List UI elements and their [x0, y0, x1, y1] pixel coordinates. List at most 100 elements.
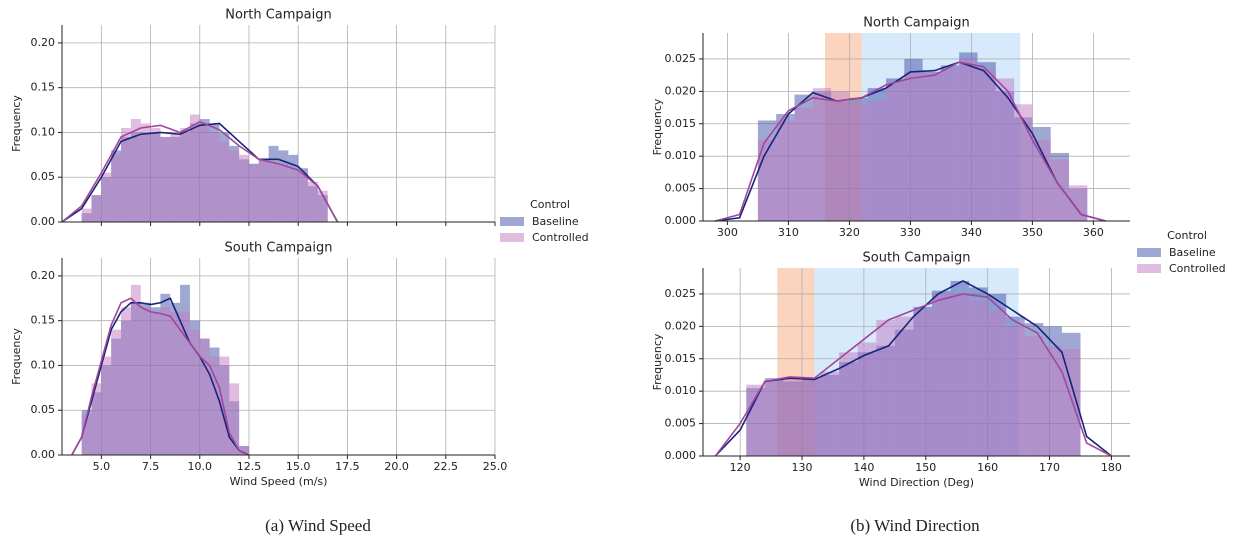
histogram-bar: [130, 119, 141, 222]
x-tick-label: 15.0: [286, 460, 311, 473]
histogram-bar: [959, 58, 978, 222]
caption: (a) Wind Speed: [265, 516, 371, 535]
histogram-bar: [81, 414, 92, 455]
histogram-bar: [140, 123, 151, 222]
histogram-bar: [317, 190, 328, 222]
y-tick-label: 0.05: [31, 170, 56, 183]
y-tick-label: 0.005: [665, 417, 697, 430]
histogram-bar: [894, 316, 914, 456]
histogram-bar: [876, 319, 895, 456]
y-tick-label: 0.000: [665, 214, 697, 227]
legend-title: Control: [1167, 229, 1207, 242]
histogram-bar: [229, 383, 240, 455]
histogram-bar: [857, 342, 877, 456]
histogram-bar: [298, 172, 309, 222]
kde-line: [714, 61, 1106, 222]
histogram-bar: [160, 307, 171, 455]
histogram-bar: [987, 310, 1007, 456]
histogram-bar: [950, 293, 970, 456]
x-tick-label: 300: [717, 226, 738, 239]
histogram-bar: [940, 68, 960, 221]
x-tick-label: 5.0: [93, 460, 111, 473]
histogram-bar: [886, 81, 905, 221]
histogram-bar: [170, 311, 181, 455]
histogram-bar: [111, 154, 122, 222]
y-axis-label: Frequency: [10, 328, 23, 385]
x-tick-label: 120: [730, 461, 751, 474]
histogram-bar: [831, 91, 850, 222]
histogram-bar: [101, 356, 112, 455]
histogram-bar: [219, 141, 230, 222]
x-tick-label: 340: [961, 226, 982, 239]
histogram-bar: [1024, 336, 1044, 456]
histogram-bar: [977, 68, 996, 221]
x-axis-label: Wind Speed (m/s): [230, 475, 328, 488]
histogram-bar: [913, 310, 932, 456]
legend-swatch: [1137, 264, 1161, 273]
x-tick-label: 180: [1101, 461, 1122, 474]
kde-line: [61, 122, 339, 223]
legend-title: Control: [530, 198, 570, 211]
y-axis-label: Frequency: [651, 98, 664, 155]
histogram-bar: [209, 132, 220, 222]
kde-line: [71, 297, 250, 456]
x-tick-label: 150: [915, 461, 936, 474]
histogram-bar: [219, 356, 230, 455]
x-tick-label: 140: [853, 461, 874, 474]
histogram-bar: [111, 329, 122, 455]
kde-line: [714, 293, 1112, 457]
x-tick-label: 17.5: [335, 460, 360, 473]
legend-label: Controlled: [532, 231, 589, 244]
histogram-bar: [1043, 345, 1062, 456]
subplot-title: North Campaign: [225, 8, 332, 23]
legend-swatch: [1137, 248, 1161, 257]
histogram-bar: [180, 311, 190, 455]
histogram-bar: [91, 195, 102, 222]
y-tick-label: 0.005: [665, 182, 697, 195]
histogram-bar: [229, 150, 240, 222]
x-axis-label: Wind Direction (Deg): [859, 476, 974, 489]
histogram-bar: [922, 71, 941, 222]
legend-swatch: [500, 233, 524, 242]
y-tick-label: 0.15: [31, 81, 56, 94]
y-tick-label: 0.00: [31, 215, 56, 228]
histogram-bar: [189, 114, 200, 222]
x-tick-label: 22.5: [434, 460, 459, 473]
x-tick-label: 25.0: [483, 460, 508, 473]
kde-line: [71, 297, 250, 456]
subplot-title: South Campaign: [225, 241, 333, 256]
histogram-bar: [849, 104, 868, 221]
y-tick-label: 0.010: [665, 384, 697, 397]
x-tick-label: 10.0: [188, 460, 213, 473]
histogram-bar: [1050, 159, 1069, 221]
histogram-bar: [812, 88, 832, 221]
histogram-bar: [130, 284, 141, 455]
histogram-bar: [81, 208, 92, 222]
subplot-title: South Campaign: [863, 251, 971, 266]
y-tick-label: 0.020: [665, 84, 697, 97]
y-tick-label: 0.05: [31, 403, 56, 416]
histogram-bar: [794, 107, 813, 221]
y-tick-label: 0.000: [665, 449, 697, 462]
caption: (b) Wind Direction: [850, 516, 980, 535]
y-tick-label: 0.00: [31, 448, 56, 461]
histogram-bar: [199, 123, 210, 222]
kde-line: [715, 61, 1106, 222]
y-axis-label: Frequency: [10, 95, 23, 152]
kde-line: [61, 120, 339, 223]
y-tick-label: 0.20: [31, 36, 56, 49]
histogram-bar: [746, 384, 765, 456]
histogram-bar: [121, 127, 131, 222]
y-tick-label: 0.020: [665, 319, 697, 332]
histogram-bar: [150, 127, 161, 222]
histogram-bar: [783, 378, 803, 456]
histogram-bar: [904, 71, 923, 222]
histogram-bar: [121, 307, 131, 455]
histogram-bar: [764, 381, 784, 456]
y-tick-label: 0.10: [31, 358, 56, 371]
x-tick-label: 360: [1083, 226, 1104, 239]
kde-line: [714, 280, 1112, 457]
histogram-bar: [209, 356, 220, 455]
histogram-bar: [91, 383, 102, 455]
x-tick-label: 20.0: [384, 460, 409, 473]
